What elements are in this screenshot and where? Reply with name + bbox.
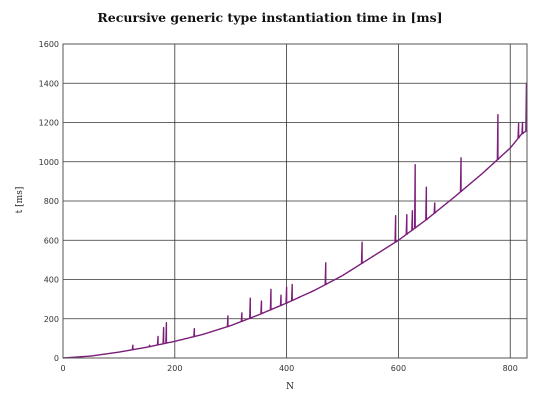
series-layer [62,82,528,359]
y-tick-label: 0 [54,354,59,363]
y-tick-label: 1000 [39,158,59,167]
chart-title: Recursive generic type instantiation tim… [97,10,442,25]
x-axis-label: N [286,382,294,392]
y-tick-label: 1600 [39,40,59,49]
y-tick-label: 1200 [39,119,59,128]
tick-labels: 0 200 400 600 800 1000 1200 1400 1600 0 200 400 600 8… [39,40,518,373]
grid [62,43,527,359]
x-tick-label: 200 [167,364,182,373]
x-tick-label: 800 [503,364,518,373]
y-tick-label: 1400 [39,79,59,88]
y-axis-label: t [ms] [15,187,25,214]
plot-frame [62,43,528,359]
y-tick-label: 800 [44,197,59,206]
y-tick-label: 400 [44,276,59,285]
x-tick-label: 400 [279,364,294,373]
y-tick-label: 600 [44,236,59,245]
x-tick-label: 0 [60,364,65,373]
y-tick-label: 200 [44,315,59,324]
series-line [62,82,528,359]
x-tick-label: 600 [391,364,406,373]
